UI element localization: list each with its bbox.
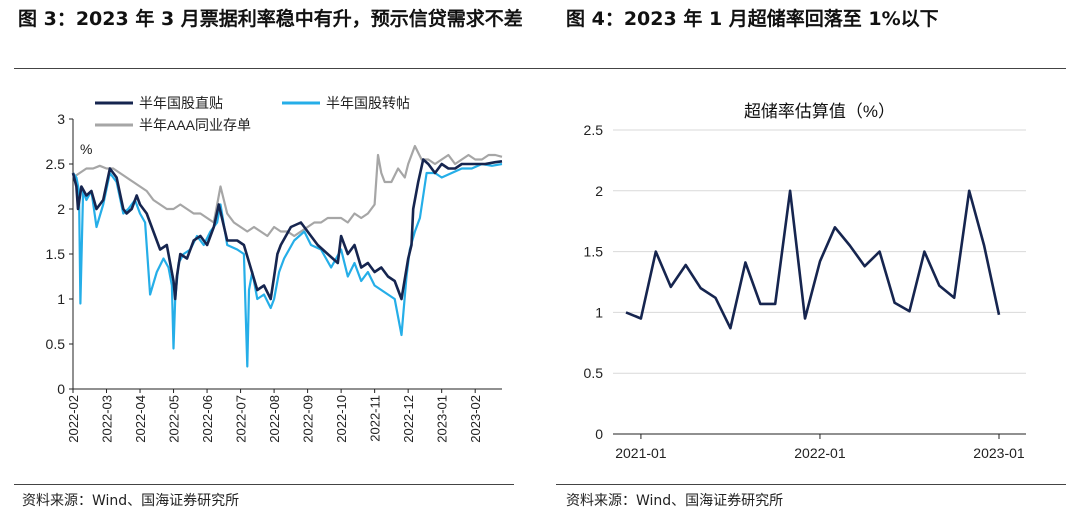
top-divider bbox=[14, 68, 1066, 69]
legend-label-0: 半年国股直贴 bbox=[139, 95, 223, 111]
y-tick-label: 0.5 bbox=[584, 365, 604, 381]
figure-4-source: 资料来源：Wind、国海证券研究所 bbox=[566, 493, 784, 509]
x-tick-label: 2022-05 bbox=[167, 395, 182, 443]
x-tick-label: 2021-01 bbox=[615, 445, 667, 461]
figure-3-title: 图 3：2023 年 3 月票据利率稳中有升，预示信贷需求不差 bbox=[18, 8, 523, 30]
y-tick-label: 2 bbox=[57, 201, 65, 217]
x-tick-label: 2022-01 bbox=[794, 445, 846, 461]
y-tick-label: 2.5 bbox=[46, 156, 66, 172]
series-line-0 bbox=[71, 158, 503, 301]
chart-title: 超储率估算值（%） bbox=[744, 102, 895, 121]
bottom-divider-left bbox=[14, 484, 514, 485]
figure-4-title: 图 4：2023 年 1 月超储率回落至 1%以下 bbox=[566, 8, 939, 30]
y-unit-label: % bbox=[80, 141, 92, 157]
y-tick-label: 1 bbox=[595, 304, 603, 320]
y-tick-label: 0 bbox=[57, 381, 65, 397]
x-tick-label: 2022-11 bbox=[368, 395, 383, 442]
x-tick-label: 2022-07 bbox=[234, 395, 249, 443]
x-tick-label: 2022-10 bbox=[334, 395, 349, 443]
legend-label-1: 半年国股转帖 bbox=[326, 95, 410, 111]
x-tick-label: 2023-01 bbox=[973, 445, 1025, 461]
x-tick-label: 2023-02 bbox=[468, 395, 483, 443]
y-tick-label: 3 bbox=[57, 111, 65, 127]
x-tick-label: 2022-09 bbox=[301, 395, 316, 443]
y-tick-label: 0.5 bbox=[46, 336, 66, 352]
x-tick-label: 2022-02 bbox=[66, 395, 81, 443]
x-tick-label: 2022-08 bbox=[267, 395, 282, 443]
y-tick-label: 1.5 bbox=[584, 244, 604, 260]
y-tick-label: 1.5 bbox=[46, 246, 66, 262]
y-tick-label: 2.5 bbox=[584, 122, 604, 138]
y-tick-label: 1 bbox=[57, 291, 65, 307]
x-tick-label: 2022-04 bbox=[133, 395, 148, 443]
x-tick-label: 2023-01 bbox=[435, 395, 450, 443]
excess-reserve-chart: 超储率估算值（%） 0 0.5 1 1.5 2 2.5 2021-01 2022-01 2023-… bbox=[584, 102, 1026, 461]
bill-rate-chart: 0 0.5 1 1.5 2 2.5 3% 2022-02 2022-03 2022-04 2022-… bbox=[46, 95, 503, 443]
bottom-divider-right bbox=[556, 484, 1066, 485]
x-tick-label: 2022-12 bbox=[401, 395, 416, 443]
x-tick-label: 2022-03 bbox=[100, 395, 115, 443]
series-line bbox=[625, 189, 1001, 330]
y-tick-label: 0 bbox=[595, 426, 603, 442]
x-tick-label: 2022-06 bbox=[200, 395, 215, 443]
figure-3-source: 资料来源：Wind、国海证券研究所 bbox=[22, 493, 240, 509]
y-tick-label: 2 bbox=[595, 183, 603, 199]
series-line-2 bbox=[72, 144, 503, 238]
legend-label-2: 半年AAA同业存单 bbox=[139, 117, 251, 133]
